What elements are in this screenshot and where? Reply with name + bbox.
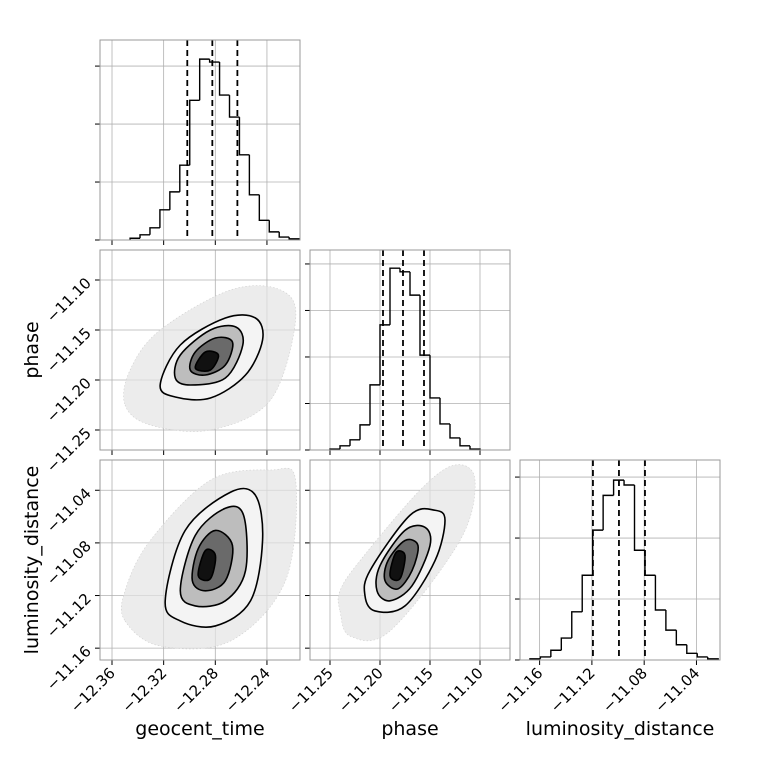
- hist-step: [449, 423, 460, 439]
- hist-step: [612, 479, 625, 496]
- x-tick-label: −12.24: [222, 664, 274, 716]
- hist-step: [439, 397, 450, 425]
- x-tick-label: −11.25: [285, 664, 337, 716]
- hist-step: [644, 550, 656, 576]
- hist-step: [288, 237, 300, 240]
- hist-step: [349, 439, 360, 446]
- hist-step: [369, 384, 380, 425]
- hist-step: [623, 480, 635, 486]
- hist-step: [469, 445, 481, 450]
- hist-step: [571, 611, 583, 639]
- panel: [305, 249, 511, 455]
- hist-step: [248, 154, 260, 196]
- panel-frame: [99, 249, 301, 451]
- plot-area: [337, 464, 476, 642]
- hist-step: [339, 445, 350, 450]
- plot-area: [123, 285, 297, 432]
- plot-area: [129, 40, 300, 240]
- hist-step: [429, 355, 440, 399]
- hist-step: [189, 99, 200, 166]
- y-axis-label: phase: [21, 321, 43, 378]
- panel: [95, 39, 301, 245]
- contour: [197, 548, 217, 582]
- y-tick-label: −11.15: [43, 324, 95, 376]
- panel-frame: [519, 459, 721, 661]
- x-axis-label: luminosity_distance: [526, 718, 715, 740]
- x-axis-label: geocent_time: [135, 718, 264, 740]
- x-tick-label: −11.15: [385, 664, 437, 716]
- hist-step: [228, 95, 240, 118]
- panel-frame: [309, 249, 511, 451]
- hist-step: [139, 234, 150, 239]
- x-tick-label: −11.16: [494, 664, 546, 716]
- hist-step: [379, 324, 390, 385]
- y-tick-label: −11.04: [43, 484, 95, 536]
- hist-step: [602, 494, 614, 531]
- contour: [389, 550, 406, 582]
- panel-frame: [309, 459, 511, 661]
- hist-step: [149, 227, 160, 235]
- hist-step: [633, 485, 645, 551]
- hist-step: [696, 653, 708, 658]
- hist-step: [654, 575, 666, 611]
- hist-step: [359, 424, 370, 440]
- hist-step: [208, 59, 220, 63]
- panel-frame: [99, 39, 301, 241]
- hist-step: [560, 637, 572, 651]
- hist-step: [665, 610, 677, 631]
- hist-step: [539, 656, 551, 659]
- hist-step: [198, 58, 210, 101]
- hist-step: [399, 268, 410, 273]
- y-axis-label: luminosity_distance: [21, 466, 43, 655]
- hist-step: [675, 630, 687, 646]
- hist-step: [707, 656, 719, 660]
- hist-step: [389, 267, 400, 325]
- x-tick-label: −11.10: [435, 664, 487, 716]
- y-tick-label: −11.25: [43, 424, 95, 476]
- y-tick-label: −11.20: [43, 374, 95, 426]
- y-tick-label: −11.12: [43, 590, 95, 642]
- hist-step: [686, 644, 698, 654]
- hist-step: [169, 191, 180, 210]
- hist-step: [218, 62, 230, 96]
- panel-frame: [99, 459, 301, 661]
- plot-area: [120, 467, 297, 650]
- hist-step: [238, 117, 250, 156]
- hist-step: [409, 271, 420, 296]
- x-tick-label: −11.12: [547, 664, 599, 716]
- x-tick-label: −11.08: [599, 664, 651, 716]
- hist-step: [129, 237, 141, 240]
- x-axis-label: phase: [381, 718, 438, 740]
- hist-step: [550, 649, 562, 657]
- x-tick-label: −11.04: [651, 664, 703, 716]
- hist-step: [179, 164, 190, 192]
- plot-area: [529, 460, 719, 660]
- y-tick-label: −11.08: [43, 537, 95, 589]
- x-tick-label: −11.20: [335, 664, 387, 716]
- hist-step: [419, 295, 430, 356]
- panel: −12.36 −12.32 −12.28 −12.24−11.16−11.12−11.…: [21, 459, 301, 740]
- x-tick-label: −12.32: [118, 664, 170, 716]
- hist-step: [591, 529, 604, 576]
- hist-step: [581, 574, 593, 612]
- x-tick-label: −12.28: [170, 664, 222, 716]
- hist-step: [159, 209, 170, 228]
- contour: [194, 350, 220, 372]
- hist-step: [278, 231, 290, 238]
- hist-step: [258, 194, 270, 221]
- plot-area: [329, 250, 481, 450]
- y-tick-label: −11.10: [43, 274, 95, 326]
- panel: −11.16 −11.12 −11.08 −11.04luminosity_dista…: [494, 459, 721, 740]
- hist-step: [459, 437, 470, 447]
- hist-step: [268, 220, 280, 233]
